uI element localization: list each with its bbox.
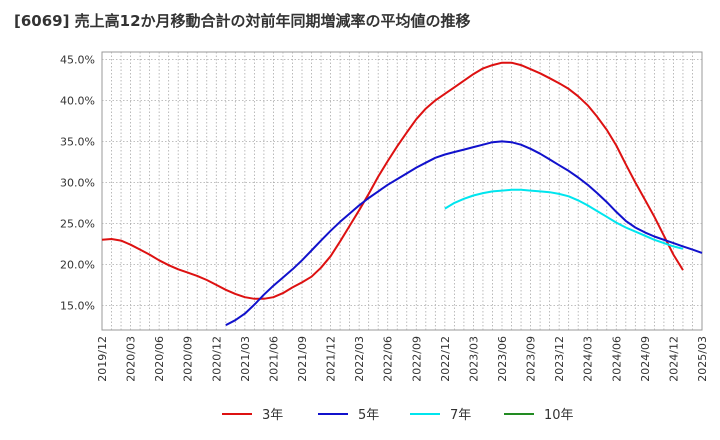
x-tick-label: 2020/12: [210, 336, 223, 382]
x-tick-label: 2024/03: [582, 336, 595, 382]
x-tick-label: 2024/12: [667, 336, 680, 382]
x-tick-label: 2024/09: [639, 336, 652, 382]
chart-title: [6069] 売上高12か月移動合計の対前年同期増減率の平均値の推移: [14, 12, 471, 30]
series-lines: [101, 61, 703, 326]
x-tick-label: 2021/12: [325, 336, 338, 382]
y-tick-label: 45.0%: [60, 53, 95, 66]
y-tick-label: 20.0%: [60, 258, 95, 271]
series-line-0: [101, 61, 684, 300]
x-tick-label: 2022/03: [353, 336, 366, 382]
legend: 3年 5年 7年 10年: [222, 408, 574, 423]
x-tick-label: 2020/03: [125, 336, 138, 382]
grid: [101, 51, 703, 331]
x-tick-label: 2022/09: [410, 336, 423, 382]
y-tick-label: 25.0%: [60, 217, 95, 230]
x-tick-label: 2022/12: [439, 336, 452, 382]
y-tick-label: 40.0%: [60, 94, 95, 107]
legend-label: 5年: [358, 408, 379, 423]
legend-label: 3年: [262, 408, 283, 423]
x-tick-label: 2023/09: [525, 336, 538, 382]
y-tick-label: 15.0%: [60, 299, 95, 312]
x-tick-label: 2024/06: [610, 336, 623, 382]
x-tick-label: 2021/09: [296, 336, 309, 382]
legend-label: 10年: [544, 408, 574, 423]
x-tick-label: 2020/06: [153, 336, 166, 382]
legend-label: 7年: [450, 408, 471, 423]
x-tick-label: 2023/06: [496, 336, 509, 382]
x-tick-label: 2025/03: [696, 336, 709, 382]
x-tick-label: 2019/12: [96, 336, 109, 382]
x-tick-label: 2023/03: [467, 336, 480, 382]
x-tick-label: 2021/03: [239, 336, 252, 382]
series-line-1: [225, 140, 703, 326]
plot-frame: [101, 51, 703, 331]
x-tick-label: 2020/09: [182, 336, 195, 382]
y-tick-label: 30.0%: [60, 176, 95, 189]
series-line-2: [444, 188, 684, 250]
x-tick-label: 2023/12: [553, 336, 566, 382]
y-tick-label: 35.0%: [60, 135, 95, 148]
axes: 15.0% 20.0% 25.0% 30.0% 35.0% 40.0% 45.0% 2019/…: [60, 53, 709, 381]
x-tick-label: 2022/06: [382, 336, 395, 382]
x-tick-label: 2021/06: [267, 336, 280, 382]
